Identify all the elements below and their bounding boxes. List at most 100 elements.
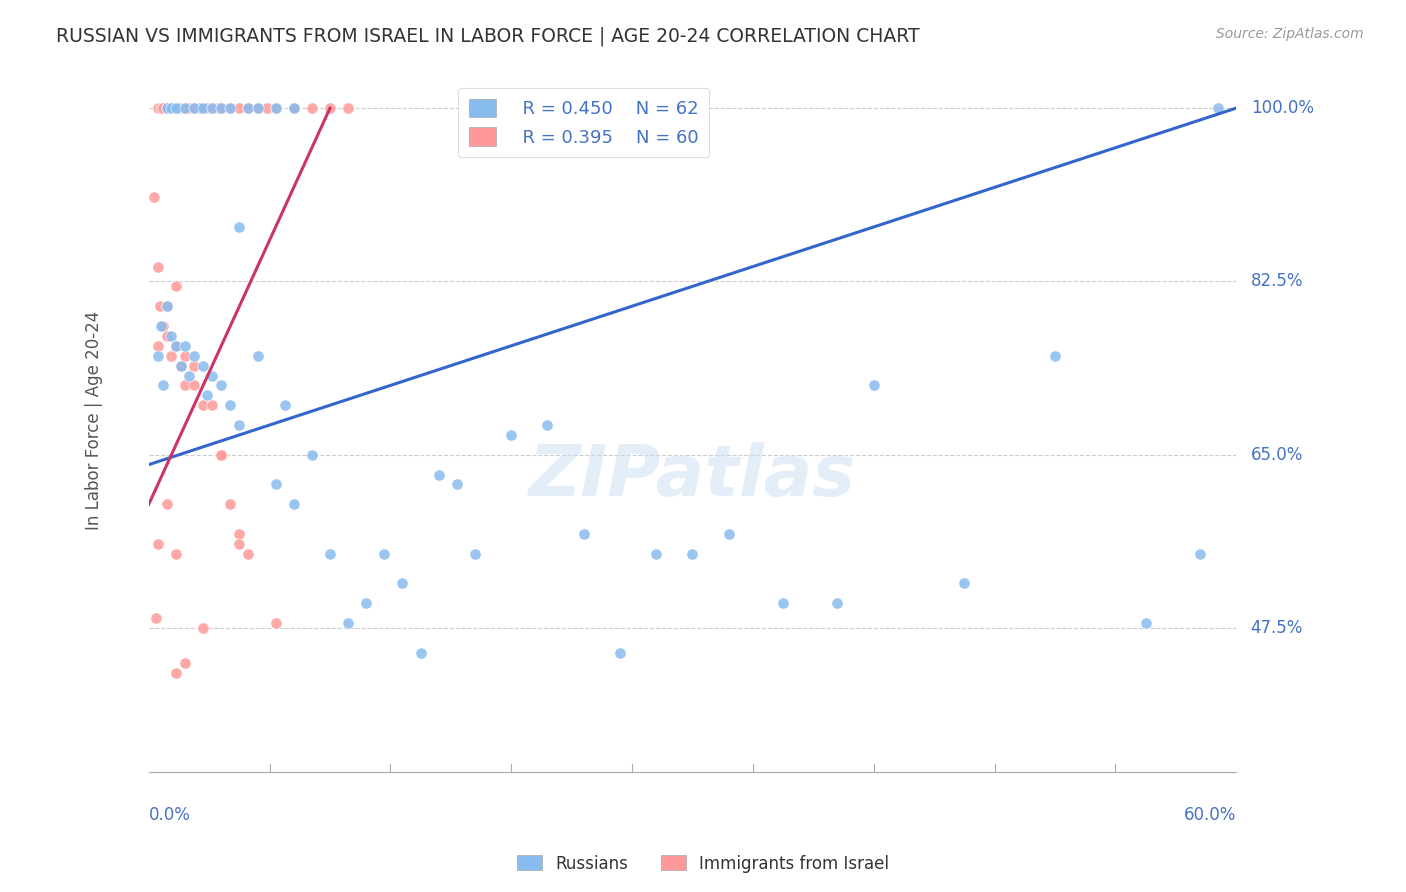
Point bbox=[301, 448, 323, 462]
Point bbox=[209, 101, 232, 115]
Point bbox=[682, 547, 704, 561]
Point bbox=[152, 378, 174, 392]
Point bbox=[228, 417, 250, 432]
Point bbox=[183, 101, 205, 115]
Point bbox=[446, 477, 468, 491]
Point bbox=[264, 477, 287, 491]
Point bbox=[165, 339, 187, 353]
Text: 82.5%: 82.5% bbox=[1251, 272, 1303, 291]
Point bbox=[283, 101, 305, 115]
Point bbox=[162, 101, 184, 115]
Text: Source: ZipAtlas.com: Source: ZipAtlas.com bbox=[1216, 27, 1364, 41]
Point bbox=[174, 101, 197, 115]
Point bbox=[156, 299, 179, 313]
Point bbox=[246, 101, 269, 115]
Point bbox=[264, 101, 287, 115]
Point bbox=[717, 527, 740, 541]
Point bbox=[238, 547, 260, 561]
Point bbox=[152, 101, 174, 115]
Point bbox=[827, 596, 849, 610]
Point bbox=[165, 101, 187, 115]
Point bbox=[501, 428, 523, 442]
Point bbox=[391, 576, 413, 591]
Point bbox=[1206, 101, 1229, 115]
Point bbox=[174, 101, 197, 115]
Point bbox=[264, 101, 287, 115]
Point bbox=[183, 359, 205, 373]
Point bbox=[953, 576, 976, 591]
Point bbox=[572, 527, 595, 541]
Point bbox=[1188, 547, 1211, 561]
Point bbox=[645, 547, 668, 561]
Text: 0.0%: 0.0% bbox=[149, 806, 191, 824]
Point bbox=[188, 101, 211, 115]
Text: In Labor Force | Age 20-24: In Labor Force | Age 20-24 bbox=[86, 310, 104, 530]
Point bbox=[201, 101, 224, 115]
Point bbox=[264, 616, 287, 631]
Point bbox=[427, 467, 450, 482]
Point bbox=[191, 359, 214, 373]
Point bbox=[174, 378, 197, 392]
Point bbox=[146, 101, 169, 115]
Point bbox=[283, 497, 305, 511]
Point bbox=[191, 621, 214, 635]
Point bbox=[862, 378, 884, 392]
Point bbox=[174, 339, 197, 353]
Text: RUSSIAN VS IMMIGRANTS FROM ISRAEL IN LABOR FORCE | AGE 20-24 CORRELATION CHART: RUSSIAN VS IMMIGRANTS FROM ISRAEL IN LAB… bbox=[56, 27, 920, 46]
Point bbox=[219, 398, 242, 412]
Point bbox=[174, 656, 197, 670]
Point bbox=[143, 190, 166, 204]
Point bbox=[609, 646, 631, 660]
Point bbox=[238, 101, 260, 115]
Point bbox=[174, 101, 197, 115]
Point bbox=[256, 101, 278, 115]
Point bbox=[373, 547, 395, 561]
Point bbox=[165, 547, 187, 561]
Point bbox=[152, 318, 174, 333]
Point bbox=[1043, 349, 1066, 363]
Legend:   R = 0.450    N = 62,   R = 0.395    N = 60: R = 0.450 N = 62, R = 0.395 N = 60 bbox=[458, 88, 709, 158]
Point bbox=[156, 497, 179, 511]
Text: 47.5%: 47.5% bbox=[1251, 619, 1303, 637]
Point bbox=[207, 101, 229, 115]
Point bbox=[283, 101, 305, 115]
Point bbox=[337, 616, 360, 631]
Point bbox=[209, 378, 232, 392]
Point bbox=[337, 101, 360, 115]
Point bbox=[183, 349, 205, 363]
Point bbox=[228, 101, 250, 115]
Point bbox=[156, 101, 179, 115]
Point bbox=[149, 299, 172, 313]
Point bbox=[228, 219, 250, 234]
Point bbox=[191, 101, 214, 115]
Point bbox=[219, 497, 242, 511]
Point bbox=[170, 101, 193, 115]
Point bbox=[319, 101, 342, 115]
Point bbox=[146, 537, 169, 551]
Point bbox=[219, 101, 242, 115]
Point bbox=[165, 339, 187, 353]
Point bbox=[150, 318, 173, 333]
Point bbox=[183, 378, 205, 392]
Point bbox=[273, 398, 295, 412]
Point bbox=[159, 349, 181, 363]
Point bbox=[162, 101, 184, 115]
Point bbox=[201, 368, 224, 383]
Point bbox=[156, 329, 179, 343]
Point bbox=[188, 101, 211, 115]
Point bbox=[150, 101, 173, 115]
Text: 100.0%: 100.0% bbox=[1251, 99, 1313, 117]
Point bbox=[159, 329, 181, 343]
Point bbox=[156, 101, 179, 115]
Point bbox=[354, 596, 377, 610]
Point bbox=[146, 339, 169, 353]
Point bbox=[409, 646, 432, 660]
Point bbox=[301, 101, 323, 115]
Point bbox=[170, 359, 193, 373]
Point bbox=[201, 398, 224, 412]
Point bbox=[201, 101, 224, 115]
Point bbox=[166, 101, 188, 115]
Point bbox=[145, 611, 167, 625]
Point bbox=[464, 547, 486, 561]
Point bbox=[536, 417, 558, 432]
